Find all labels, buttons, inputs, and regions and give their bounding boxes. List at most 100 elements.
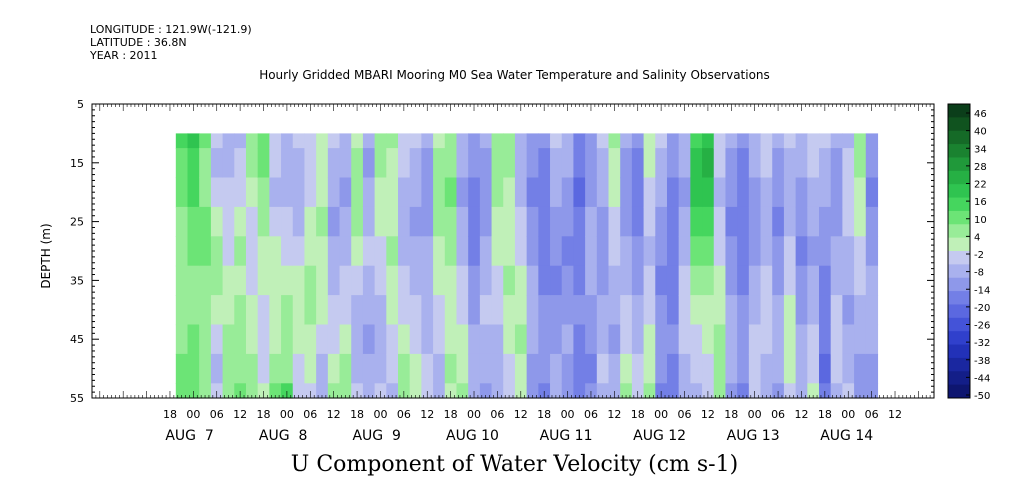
heatmap-cell xyxy=(468,177,481,208)
heatmap-cell xyxy=(561,206,575,237)
heatmap-cell xyxy=(210,206,224,237)
x-hour-label: 18 xyxy=(163,408,177,421)
heatmap-cell xyxy=(737,383,750,399)
x-hour-label: 00 xyxy=(561,408,575,421)
heatmap-cell xyxy=(245,206,259,237)
heatmap-cell xyxy=(772,295,785,326)
heatmap-cell xyxy=(468,353,481,384)
heatmap-cell xyxy=(737,177,750,208)
heatmap-cell xyxy=(362,177,376,208)
heatmap-cell xyxy=(573,265,586,296)
heatmap-cell xyxy=(222,177,235,208)
heatmap-cell xyxy=(725,206,738,237)
heatmap-cell xyxy=(362,148,376,179)
heatmap-cell xyxy=(514,148,528,179)
heatmap-cell xyxy=(398,133,411,149)
heatmap-cell xyxy=(421,206,434,237)
heatmap-cell xyxy=(538,206,551,237)
heatmap-cell xyxy=(292,206,306,237)
x-hour-label: 00 xyxy=(654,408,668,421)
heatmap-cell xyxy=(210,324,224,355)
heatmap-cell xyxy=(760,148,773,179)
heatmap-cell xyxy=(210,383,224,399)
heatmap-cell xyxy=(503,383,516,399)
heatmap-cell xyxy=(199,177,212,208)
heatmap-cell xyxy=(386,206,399,237)
heatmap-cell xyxy=(666,133,680,149)
heatmap-cell xyxy=(374,133,387,149)
chart-title: Hourly Gridded MBARI Mooring M0 Sea Wate… xyxy=(259,68,770,82)
heatmap-cell xyxy=(643,236,656,267)
heatmap-cell xyxy=(854,324,867,355)
heatmap-cell xyxy=(585,265,598,296)
heatmap-cell xyxy=(655,353,668,384)
heatmap-cell xyxy=(608,133,621,149)
heatmap-cell xyxy=(795,295,808,326)
heatmap-cell xyxy=(819,148,832,179)
heatmap-cell xyxy=(292,324,306,355)
x-hour-label: 18 xyxy=(350,408,364,421)
heatmap-cell xyxy=(620,206,633,237)
heatmap-cell xyxy=(526,353,539,384)
x-hour-label: 18 xyxy=(444,408,458,421)
heatmap-cell xyxy=(175,236,189,267)
heatmap-cell xyxy=(807,353,820,384)
heatmap-cell xyxy=(842,177,855,208)
heatmap-cell xyxy=(830,353,843,384)
heatmap-cell xyxy=(620,236,633,267)
heatmap-cell xyxy=(479,265,493,296)
heatmap-cell xyxy=(409,236,422,267)
heatmap-cell xyxy=(713,177,727,208)
heatmap-cell xyxy=(257,177,270,208)
heatmap-cell xyxy=(514,236,528,267)
heatmap-cell xyxy=(678,148,691,179)
heatmap-cell xyxy=(386,148,399,179)
heatmap-cell xyxy=(234,236,247,267)
variable-title: U Component of Water Velocity (cm s-1) xyxy=(290,452,739,477)
heatmap-cell xyxy=(245,148,259,179)
heatmap-cell xyxy=(468,133,481,149)
heatmap-cell xyxy=(772,206,785,237)
heatmap-cell xyxy=(702,133,715,149)
heatmap-cell xyxy=(374,148,387,179)
heatmap-cell xyxy=(433,177,446,208)
heatmap-cell xyxy=(199,148,212,179)
heatmap-cell xyxy=(620,353,633,384)
heatmap-cell xyxy=(561,324,575,355)
heatmap-cell xyxy=(281,324,294,355)
heatmap-cell xyxy=(433,236,446,267)
heatmap-cell xyxy=(339,236,352,267)
heatmap-cell xyxy=(374,383,387,399)
heatmap-cell xyxy=(281,133,294,149)
heatmap-cell xyxy=(175,148,189,179)
heatmap-cell xyxy=(690,383,703,399)
y-tick-label: 15 xyxy=(70,157,84,170)
heatmap-cell xyxy=(444,265,458,296)
heatmap-cell xyxy=(830,265,843,296)
heatmap-cell xyxy=(690,148,703,179)
heatmap-cell xyxy=(222,236,235,267)
heatmap-cell xyxy=(327,177,341,208)
heatmap-cell xyxy=(456,177,469,208)
heatmap-cell xyxy=(421,383,434,399)
heatmap-cell xyxy=(479,383,493,399)
heatmap-cell xyxy=(386,133,399,149)
heatmap-cell xyxy=(795,177,808,208)
heatmap-cell xyxy=(491,177,504,208)
heatmap-cell xyxy=(433,324,446,355)
heatmap-cell xyxy=(596,383,610,399)
x-day-label: AUG 11 xyxy=(540,428,593,444)
heatmap-cell xyxy=(819,177,832,208)
heatmap-cell xyxy=(573,148,586,179)
heatmap-cell xyxy=(854,236,867,267)
heatmap-cell xyxy=(608,236,621,267)
heatmap-cell xyxy=(830,206,843,237)
heatmap-cell xyxy=(479,295,493,326)
heatmap-cell xyxy=(327,265,341,296)
heatmap-cell xyxy=(398,236,411,267)
heatmap-cell xyxy=(830,236,843,267)
heatmap-cell xyxy=(737,133,750,149)
heatmap-cell xyxy=(819,295,832,326)
heatmap-cell xyxy=(210,148,224,179)
heatmap-cell xyxy=(666,265,680,296)
